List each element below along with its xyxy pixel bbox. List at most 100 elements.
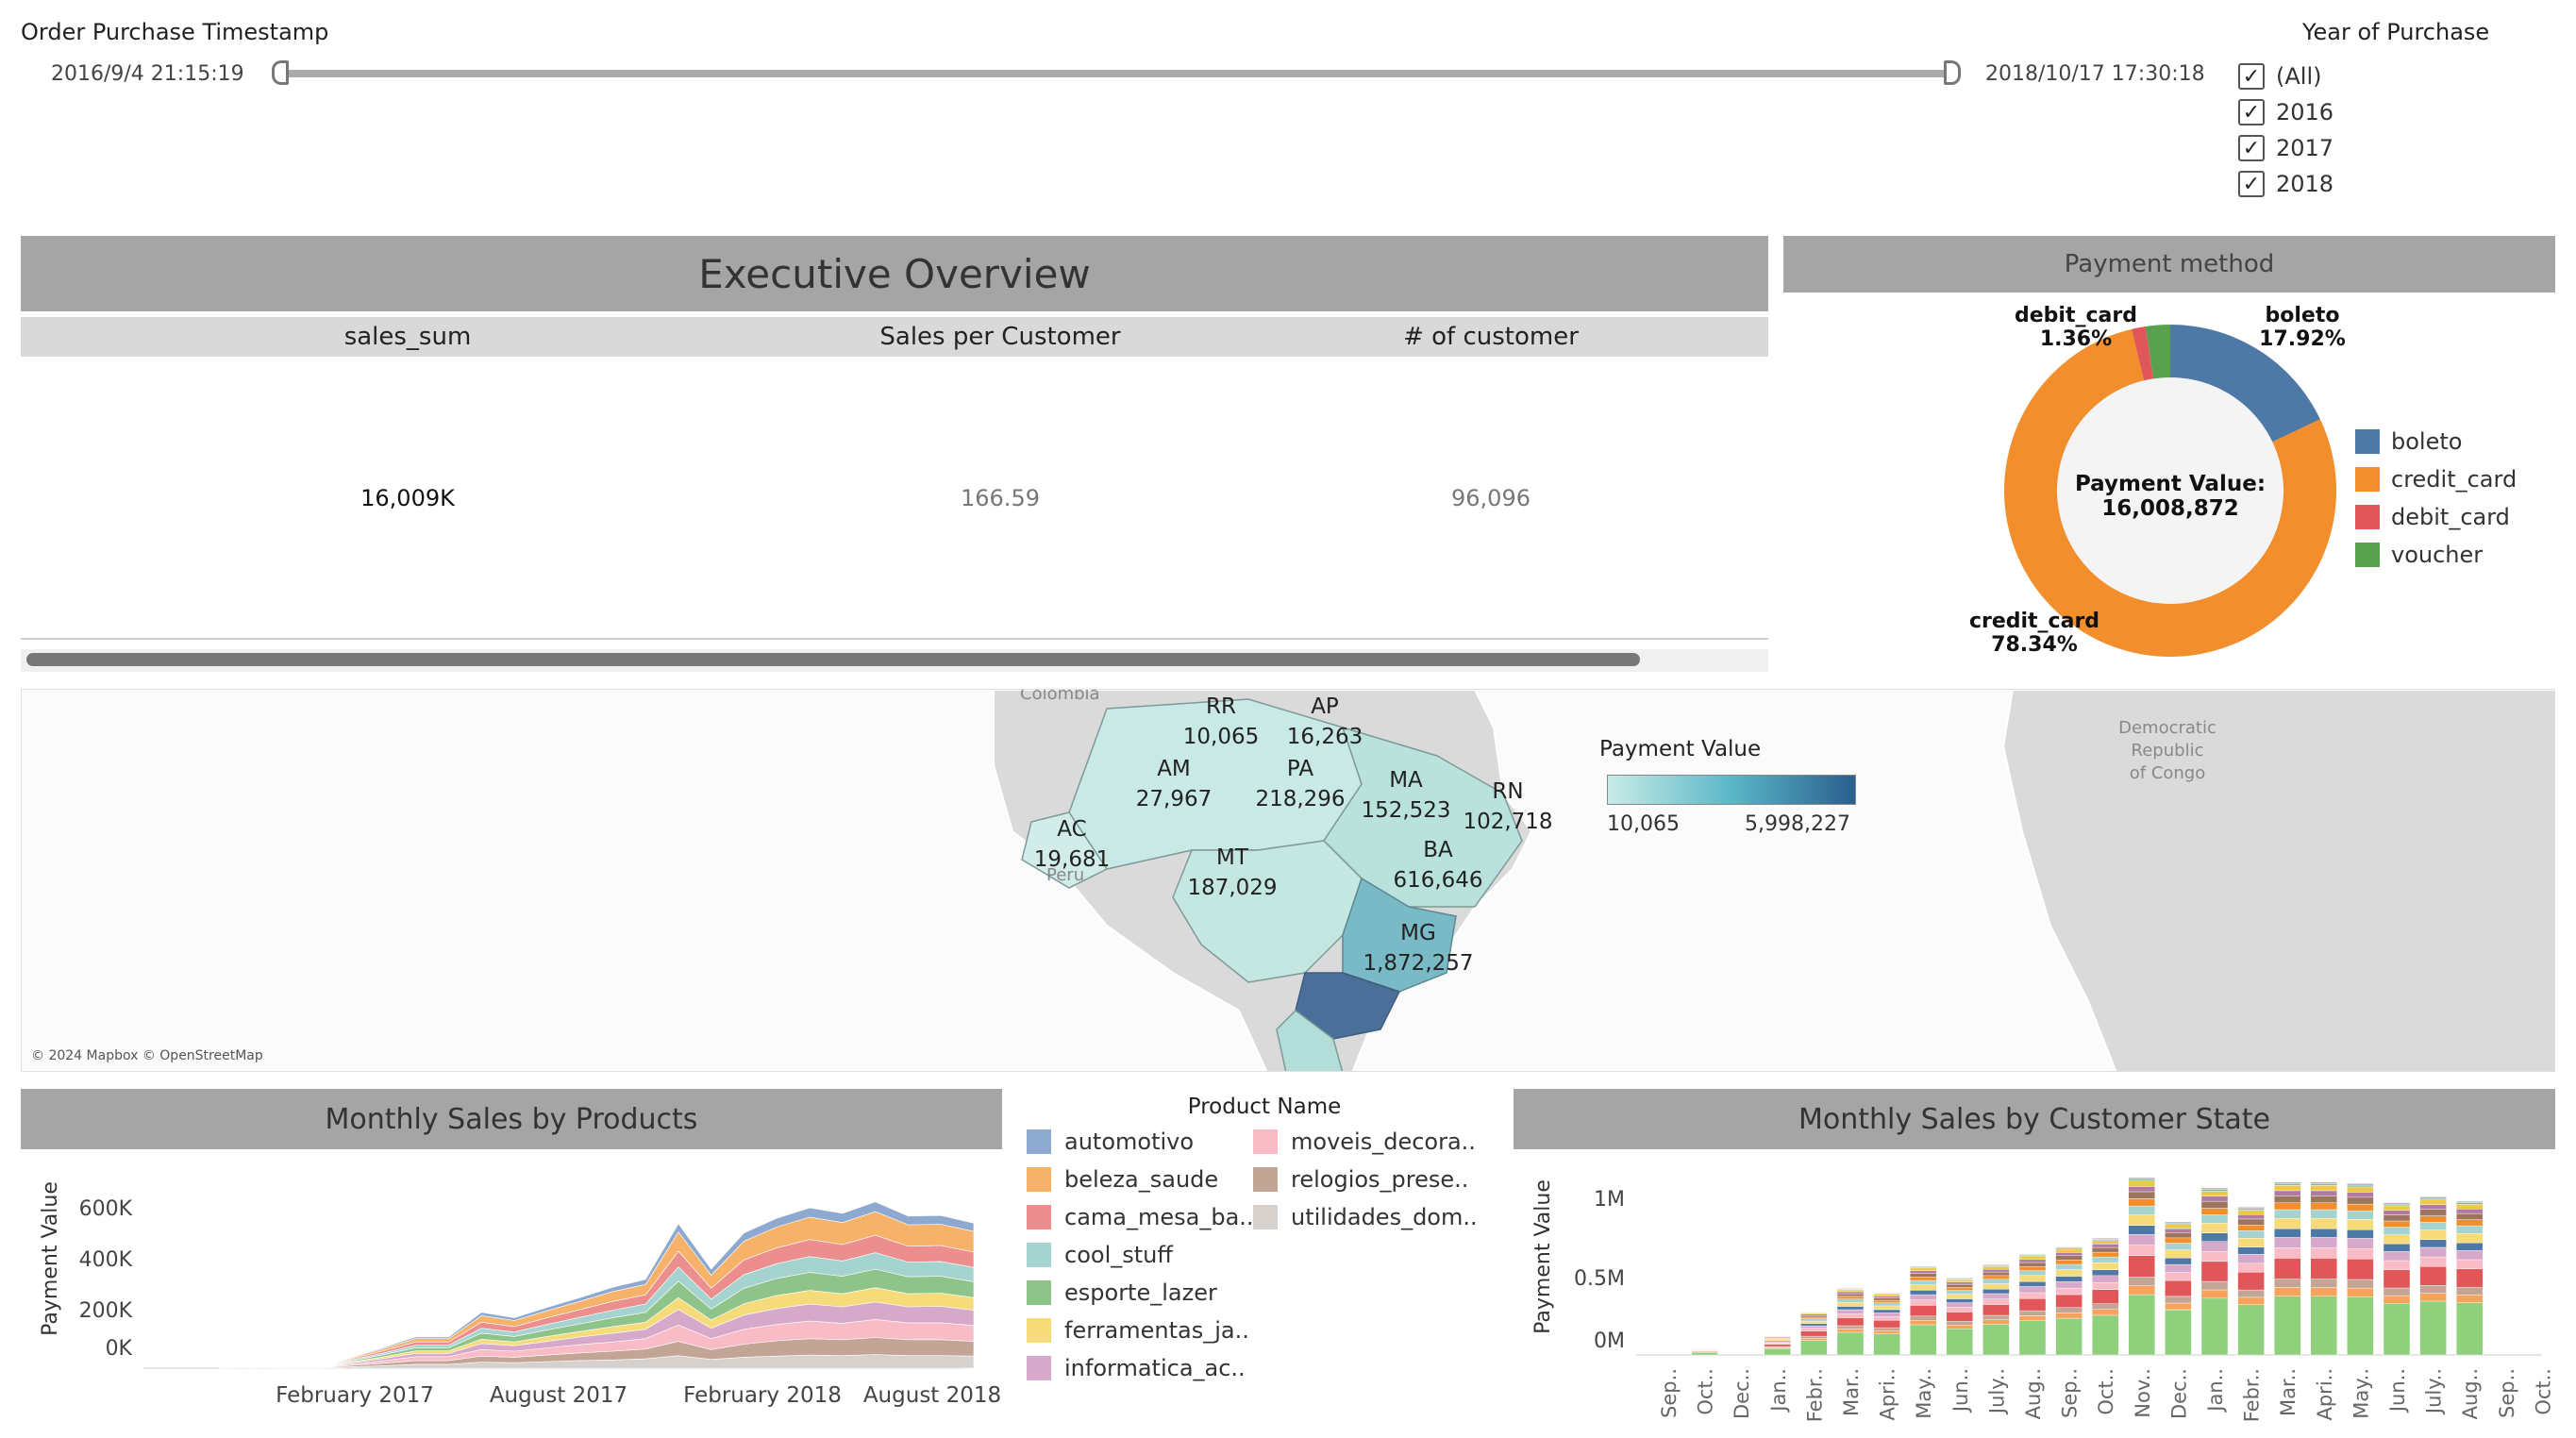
bar-segment[interactable] (2018, 1275, 2047, 1282)
bar-segment[interactable] (1800, 1320, 1828, 1325)
bar-segment[interactable] (2419, 1221, 2447, 1230)
bar-segment[interactable] (2092, 1309, 2119, 1316)
bar-segment[interactable] (2383, 1302, 2411, 1356)
bar-segment[interactable] (2237, 1246, 2265, 1255)
bar-segment[interactable] (2383, 1260, 2411, 1270)
bar-segment[interactable] (1691, 1352, 1718, 1356)
year-option-2017[interactable]: ✓ 2017 (2238, 130, 2333, 166)
bar-segment[interactable] (2456, 1249, 2484, 1261)
bar-segment[interactable] (2274, 1202, 2301, 1211)
bar-segment[interactable] (2347, 1183, 2374, 1186)
bar-segment[interactable] (1836, 1317, 1865, 1327)
bar-segment[interactable] (1800, 1318, 1828, 1322)
bar-segment[interactable] (1982, 1314, 2010, 1321)
bar-segment[interactable] (2456, 1202, 2484, 1205)
bar-segment[interactable] (2310, 1181, 2337, 1184)
bar-segment[interactable] (2092, 1282, 2119, 1290)
bar-segment[interactable] (2128, 1225, 2155, 1235)
bar-segment[interactable] (1800, 1335, 1828, 1339)
checkbox-checked-icon[interactable]: ✓ (2238, 63, 2265, 90)
bar-segment[interactable] (2419, 1199, 2447, 1205)
bar-segment[interactable] (2347, 1192, 2374, 1198)
bar-segment[interactable] (2347, 1248, 2374, 1260)
bar-segment[interactable] (2237, 1237, 2265, 1247)
bar-segment[interactable] (2092, 1256, 2119, 1263)
bar-segment[interactable] (2310, 1183, 2337, 1186)
bar-segment[interactable] (1764, 1344, 1791, 1347)
bar-segment[interactable] (2018, 1259, 2047, 1263)
legend-item-ferramentas[interactable]: ferramentas_ja.. (1027, 1317, 1249, 1344)
bar-segment[interactable] (2018, 1254, 2047, 1256)
bar-segment[interactable] (1873, 1327, 1900, 1331)
bar-segment[interactable] (2310, 1217, 2337, 1229)
bar-segment[interactable] (2274, 1181, 2301, 1184)
bar-segment[interactable] (2092, 1314, 2119, 1356)
bar-segment[interactable] (2018, 1262, 2047, 1267)
bar-segment[interactable] (2419, 1196, 2447, 1199)
bar-segment[interactable] (1982, 1288, 2010, 1295)
bar-segment[interactable] (2456, 1302, 2484, 1356)
bar-segment[interactable] (2237, 1254, 2265, 1264)
bar-segment[interactable] (1836, 1289, 1865, 1293)
bar-segment[interactable] (2310, 1202, 2337, 1211)
timestamp-slider-track[interactable] (279, 70, 1955, 77)
bar-segment[interactable] (1836, 1306, 1865, 1311)
legend-item-esporte-lazer[interactable]: esporte_lazer (1027, 1279, 1217, 1306)
bar-segment[interactable] (2200, 1208, 2229, 1215)
checkbox-checked-icon[interactable]: ✓ (2238, 171, 2265, 197)
bar-segment[interactable] (1946, 1290, 1973, 1295)
bar-segment[interactable] (2347, 1186, 2374, 1193)
bar-segment[interactable] (1982, 1271, 2010, 1277)
bar-segment[interactable] (1873, 1313, 1900, 1317)
timestamp-slider-start-handle[interactable] (272, 60, 289, 85)
bar-segment[interactable] (1836, 1288, 1865, 1290)
bar-segment[interactable] (2383, 1269, 2411, 1289)
bar-segment[interactable] (2165, 1296, 2192, 1304)
bar-segment[interactable] (2200, 1222, 2229, 1233)
bar-segment[interactable] (2055, 1313, 2083, 1319)
bar-segment[interactable] (2274, 1237, 2301, 1248)
bar-segment[interactable] (2128, 1285, 2155, 1296)
bar-segment[interactable] (2018, 1298, 2047, 1312)
bar-segment[interactable] (2200, 1196, 2229, 1202)
bar-segment[interactable] (1946, 1312, 1973, 1322)
bar-segment[interactable] (2165, 1249, 2192, 1259)
bar-segment[interactable] (1873, 1296, 1900, 1298)
bar-segment[interactable] (2092, 1262, 2119, 1270)
legend-item-relogios[interactable]: relogios_prese.. (1253, 1166, 1468, 1193)
bar-segment[interactable] (2347, 1184, 2374, 1188)
bar-segment[interactable] (2055, 1260, 2083, 1265)
bar-segment[interactable] (2456, 1212, 2484, 1220)
bar-segment[interactable] (1982, 1266, 2010, 1270)
bar-segment[interactable] (2456, 1225, 2484, 1234)
bar-segment[interactable] (1873, 1309, 1900, 1313)
bar-segment[interactable] (2237, 1272, 2265, 1291)
bar-segment[interactable] (2419, 1239, 2447, 1248)
bar-segment[interactable] (2165, 1243, 2192, 1250)
bar-segment[interactable] (1873, 1294, 1900, 1296)
bar-segment[interactable] (1910, 1315, 1937, 1321)
bar-segment[interactable] (2092, 1289, 2119, 1304)
bar-segment[interactable] (1873, 1297, 1900, 1301)
bar-segment[interactable] (2310, 1287, 2337, 1296)
bar-segment[interactable] (1836, 1325, 1865, 1329)
brazil-ac-state[interactable] (1021, 811, 1109, 889)
bar-segment[interactable] (2274, 1287, 2301, 1296)
bar-segment[interactable] (2456, 1219, 2484, 1227)
bar-segment[interactable] (2274, 1190, 2301, 1196)
bar-segment[interactable] (2237, 1296, 2265, 1305)
bar-segment[interactable] (2347, 1196, 2374, 1205)
bar-segment[interactable] (1946, 1279, 1973, 1282)
bar-segment[interactable] (1910, 1305, 1937, 1316)
bar-segment[interactable] (1873, 1315, 1900, 1321)
bar-segment[interactable] (1946, 1307, 1973, 1313)
bar-segment[interactable] (2237, 1262, 2265, 1273)
bar-segment[interactable] (1910, 1324, 1937, 1356)
bar-segment[interactable] (1946, 1320, 1973, 1326)
bar-segment[interactable] (2310, 1185, 2337, 1192)
bar-segment[interactable] (2419, 1204, 2447, 1210)
bar-segment[interactable] (2456, 1268, 2484, 1288)
bar-segment[interactable] (1800, 1330, 1828, 1337)
bar-segment[interactable] (2237, 1289, 2265, 1298)
bar-segment[interactable] (2055, 1287, 2083, 1296)
